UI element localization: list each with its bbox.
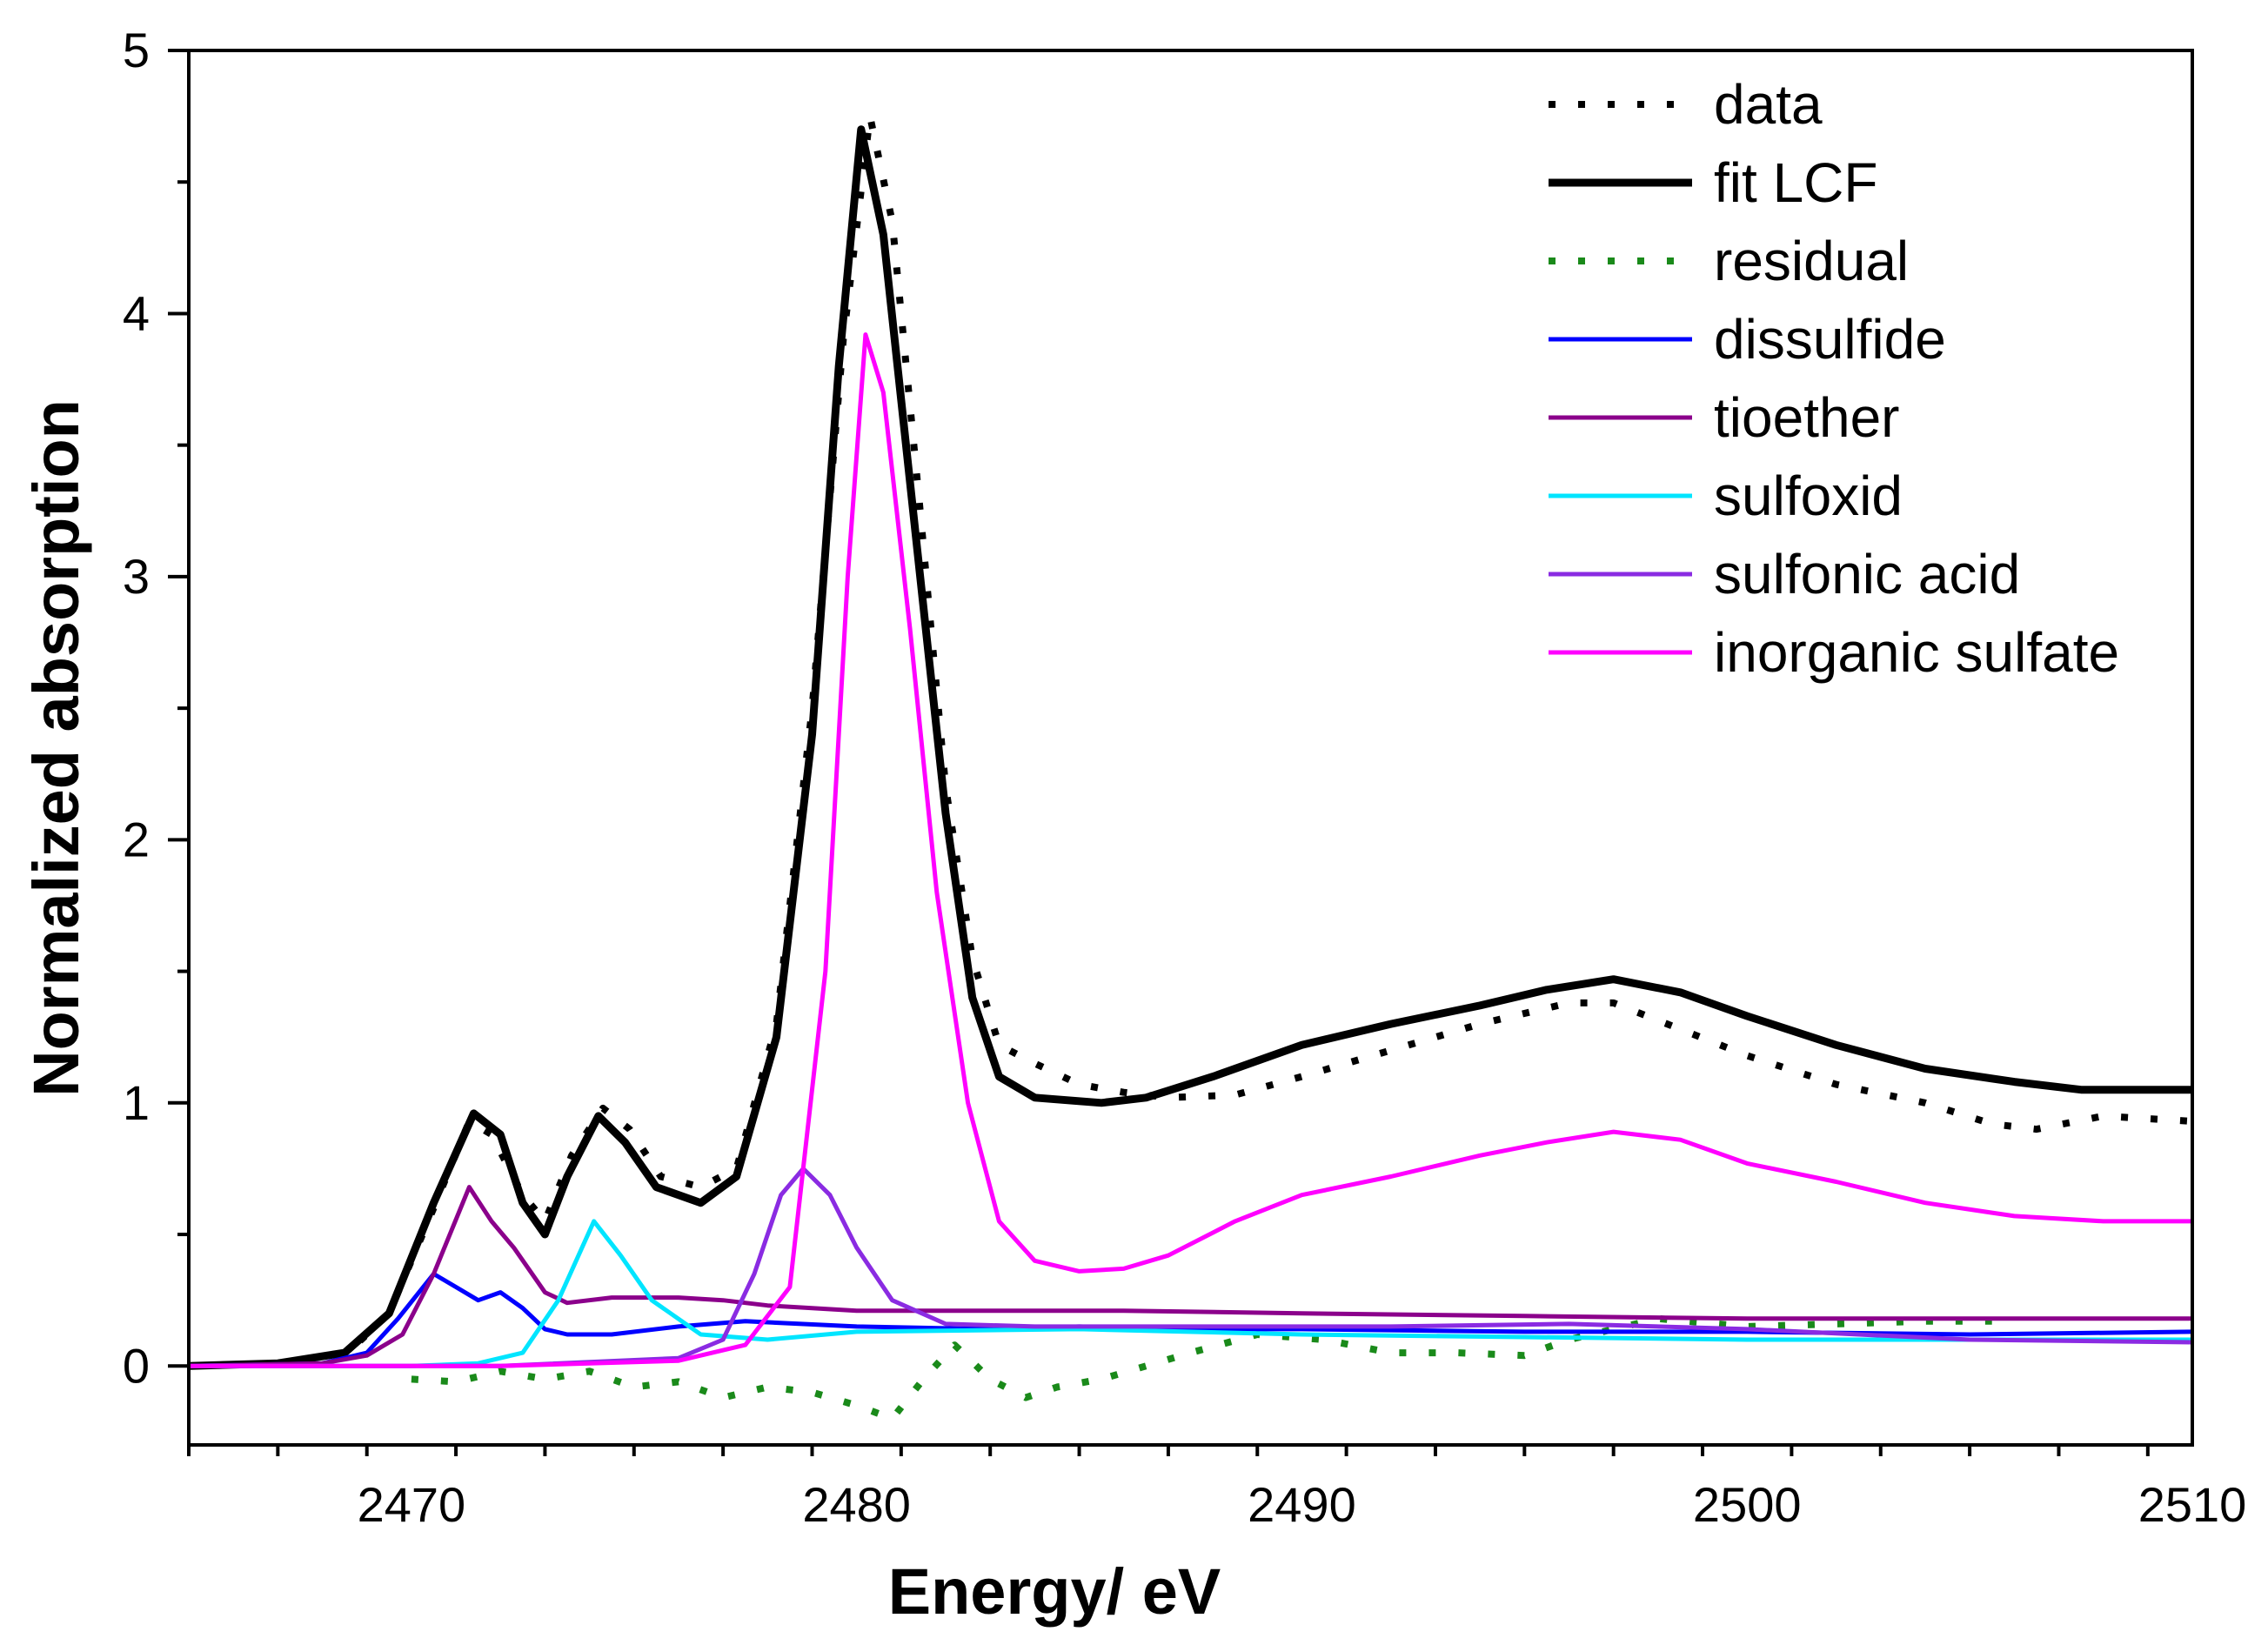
legend-label-data: data [1714, 73, 1823, 136]
x-tick-label: 2490 [1248, 1477, 1356, 1532]
x-tick-label: 2510 [2138, 1477, 2247, 1532]
y-tick-label: 0 [123, 1338, 150, 1393]
x-tick-label: 2470 [358, 1477, 466, 1532]
y-tick-label: 1 [123, 1075, 150, 1130]
legend-label-sulfonic-acid: sulfonic acid [1714, 543, 2020, 605]
legend-label-dissulfide: dissulfide [1714, 308, 1946, 371]
legend-label-fit-lcf: fit LCF [1714, 151, 1877, 214]
y-tick-label: 4 [123, 285, 150, 340]
y-tick-label: 3 [123, 549, 150, 604]
x-axis: 2470 2480 2490 2500 2510 [189, 1445, 2246, 1532]
x-axis-label: Energy/ eV [888, 1555, 1221, 1628]
legend: data fit LCF residual dissulfide tioether sul… [1549, 73, 2119, 684]
y-tick-label: 2 [123, 812, 150, 866]
y-axis-label: Normalized absorption [20, 399, 92, 1097]
y-axis: 0 1 2 3 4 5 [123, 23, 189, 1393]
legend-label-tioether: tioether [1714, 386, 1899, 449]
chart: 2470 2480 2490 2500 2510 0 1 2 3 4 5 data fit LCF r… [0, 0, 2268, 1645]
legend-label-residual: residual [1714, 230, 1909, 292]
legend-label-sulfoxid: sulfoxid [1714, 465, 1903, 527]
x-tick-label: 2480 [802, 1477, 911, 1532]
y-tick-label: 5 [123, 23, 150, 77]
series-line-sulfonic-acid [189, 1168, 2192, 1366]
legend-label-inorganic-sulfate: inorganic sulfate [1714, 621, 2119, 684]
series-line-data [189, 117, 2192, 1367]
x-tick-label: 2500 [1693, 1477, 1802, 1532]
